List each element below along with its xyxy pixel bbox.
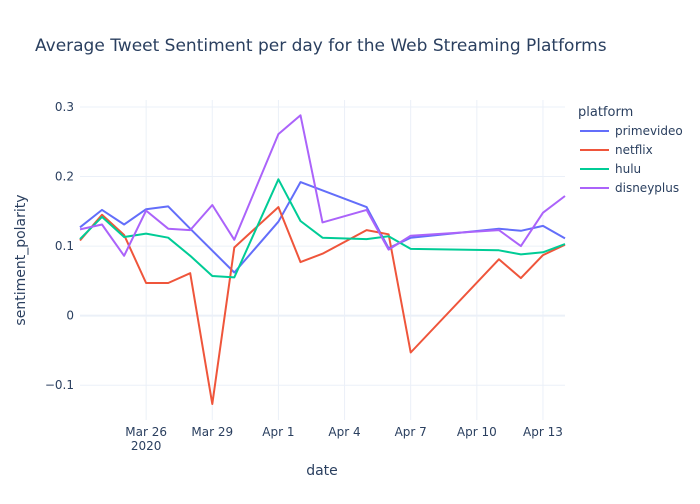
legend-items[interactable]: primevideo netflix hulu disneyplus bbox=[580, 124, 683, 195]
legend-item-netflix[interactable]: netflix bbox=[580, 143, 653, 157]
x-tick-label: Apr 10 bbox=[457, 425, 497, 439]
series-line-disneyplus[interactable] bbox=[79, 114, 566, 257]
legend-label: netflix bbox=[615, 143, 653, 157]
legend-item-primevideo[interactable]: primevideo bbox=[580, 124, 683, 138]
legend-title: platform bbox=[578, 105, 633, 120]
legend-label: disneyplus bbox=[615, 181, 679, 195]
x-tick-label: Apr 1 bbox=[262, 425, 294, 439]
y-tick-label: 0.1 bbox=[55, 239, 74, 253]
chart-title: Average Tweet Sentiment per day for the … bbox=[35, 36, 607, 56]
x-tick-label: Apr 7 bbox=[395, 425, 427, 439]
series-line-hulu[interactable] bbox=[79, 178, 566, 279]
legend-label: hulu bbox=[615, 162, 641, 176]
y-axis-title: sentiment_polarity bbox=[13, 194, 29, 325]
y-tick-label: 0.2 bbox=[55, 170, 74, 184]
grid-lines bbox=[80, 100, 565, 420]
x-tick-label: Apr 4 bbox=[328, 425, 360, 439]
legend-item-disneyplus[interactable]: disneyplus bbox=[580, 181, 679, 195]
y-tick-label: 0.3 bbox=[55, 100, 74, 114]
x-tick-label: Mar 29 bbox=[191, 425, 233, 439]
legend-item-hulu[interactable]: hulu bbox=[580, 162, 641, 176]
series-line-netflix[interactable] bbox=[79, 206, 566, 405]
plot-background bbox=[80, 100, 565, 420]
x-tick-label: Mar 26 bbox=[125, 425, 167, 439]
y-tick-label: 0 bbox=[66, 309, 74, 323]
x-axis-title: date bbox=[306, 463, 338, 479]
x-tick-sublabel: 2020 bbox=[131, 439, 162, 453]
y-tick-label: −0.1 bbox=[45, 378, 74, 392]
x-tick-label: Apr 13 bbox=[523, 425, 563, 439]
legend[interactable]: platform primevideo netflix hulu disneyplus bbox=[578, 105, 683, 195]
legend-label: primevideo bbox=[615, 124, 683, 138]
series-lines bbox=[79, 114, 566, 405]
